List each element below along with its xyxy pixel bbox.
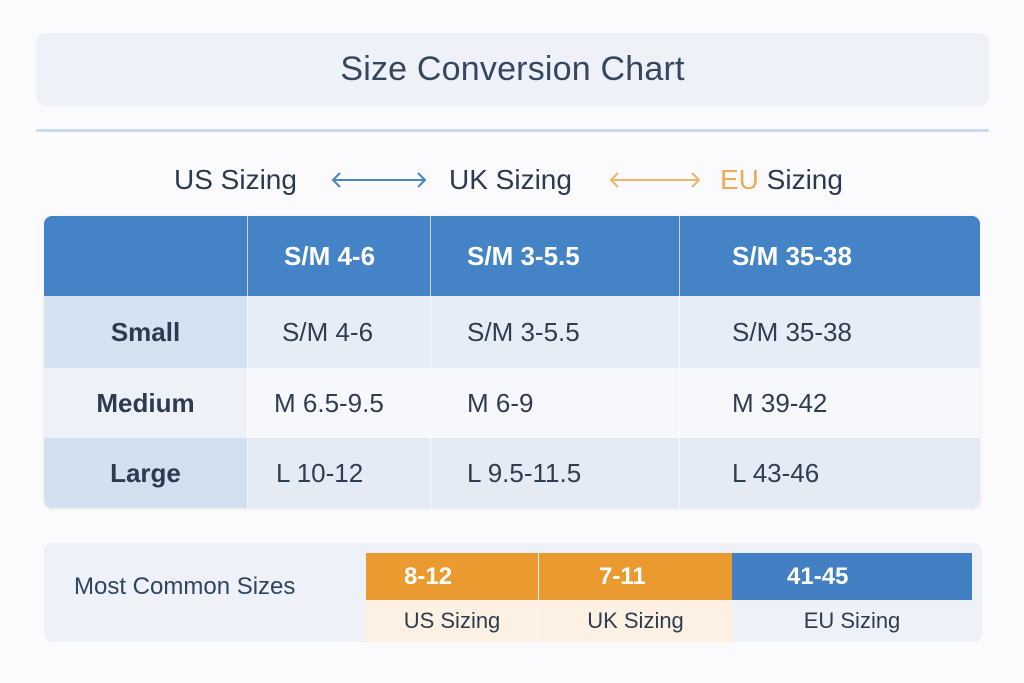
row-label: Large [44,438,248,508]
common-size-system: US Sizing [366,600,538,642]
most-common-sizes-label: Most Common Sizes [74,573,296,600]
us-sizing-label: US Sizing [174,164,297,195]
page-title: Size Conversion Chart [340,49,685,88]
common-size-us: 8-12 US Sizing [366,553,538,642]
uk-sizing-label: UK Sizing [449,164,572,195]
row-label: Small [44,296,248,368]
most-common-sizes-panel: Most Common Sizes 8-12 US Sizing 7-11 UK… [44,543,982,642]
double-arrow-icon [331,172,427,188]
divider [36,129,989,132]
double-arrow-icon [609,172,701,188]
eu-accent-text: EU [720,164,759,195]
cell-eu: S/M 35-38 [732,316,852,347]
eu-sizing-rest: Sizing [758,164,843,195]
table-header-row: S/M 4-6 S/M 3-5.5 S/M 35-38 [44,216,980,296]
cell-us: L 10-12 [248,438,431,508]
header-cell-eu: S/M 35-38 [732,240,852,271]
cell-uk: S/M 3-5.5 [431,296,680,368]
common-size-system: UK Sizing [539,600,732,642]
header-cell-us: S/M 4-6 [248,216,431,296]
common-size-eu: 41-45 EU Sizing [732,553,972,642]
common-size-system: EU Sizing [732,600,972,642]
cell-eu: M 39-42 [732,387,828,418]
header-cell-uk: S/M 3-5.5 [431,216,680,296]
size-conversion-table: S/M 4-6 S/M 3-5.5 S/M 35-38 Small S/M 4-… [44,216,980,508]
cell-us: S/M 4-6 [248,296,431,368]
common-size-value: 8-12 [366,553,538,600]
common-size-value: 7-11 [539,553,732,600]
table-row: Small S/M 4-6 S/M 3-5.5 S/M 35-38 [44,296,980,368]
row-label: Medium [44,368,248,438]
header-cell-empty [44,216,248,296]
table-row: Medium M 6.5-9.5 M 6-9 M 39-42 [44,368,980,438]
common-size-uk: 7-11 UK Sizing [538,553,732,642]
eu-sizing-label: EU Sizing [720,164,843,196]
table-row: Large L 10-12 L 9.5-11.5 L 43-46 [44,438,980,508]
title-panel: Size Conversion Chart [36,33,989,105]
cell-eu: L 43-46 [732,457,820,488]
common-size-value: 41-45 [732,553,972,600]
cell-us: M 6.5-9.5 [248,368,431,438]
sizing-systems-legend: US Sizing UK Sizing EU Sizing [0,160,1024,204]
cell-uk: M 6-9 [431,368,680,438]
cell-uk: L 9.5-11.5 [431,438,680,508]
